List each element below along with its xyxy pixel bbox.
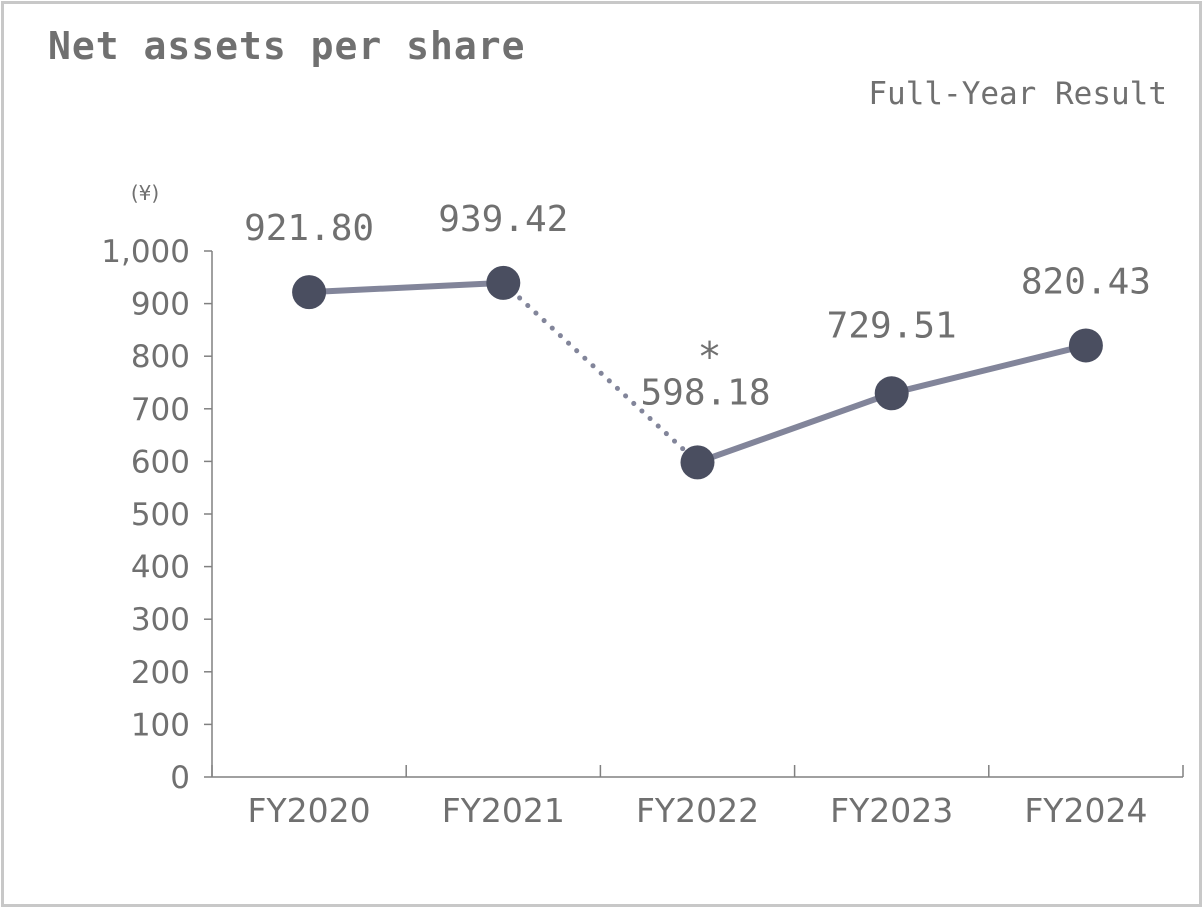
data-point bbox=[486, 265, 521, 300]
data-label: 939.42 bbox=[438, 199, 568, 240]
data-label: 598.18 bbox=[640, 372, 770, 413]
y-unit-label: (¥) bbox=[131, 181, 159, 205]
data-label: 820.43 bbox=[1021, 261, 1151, 302]
data-label: 729.51 bbox=[827, 305, 957, 346]
series-segment bbox=[306, 279, 507, 296]
x-tick-label: FY2020 bbox=[248, 791, 371, 830]
x-tick-label: FY2021 bbox=[442, 791, 565, 830]
chart-subtitle: Full-Year Result bbox=[868, 76, 1167, 112]
y-tick-label: 800 bbox=[131, 339, 190, 375]
data-point bbox=[680, 445, 715, 480]
data-point bbox=[1068, 328, 1103, 363]
y-tick-label: 900 bbox=[131, 287, 190, 323]
y-tick-label: 700 bbox=[131, 392, 190, 428]
series-segment bbox=[694, 390, 895, 466]
x-tick-label: FY2023 bbox=[830, 791, 953, 830]
y-tick-label: 400 bbox=[131, 550, 190, 586]
data-point bbox=[874, 376, 909, 411]
series-segment bbox=[888, 342, 1089, 397]
data-label: 921.80 bbox=[244, 208, 374, 249]
y-tick-label: 300 bbox=[131, 602, 190, 638]
y-tick-label: 100 bbox=[131, 707, 190, 743]
y-tick-label: 200 bbox=[131, 655, 190, 691]
x-tick-label: FY2022 bbox=[636, 791, 759, 830]
y-tick-label: 0 bbox=[170, 760, 190, 796]
y-tick-label: 600 bbox=[131, 444, 190, 480]
chart-title: Net assets per share bbox=[48, 24, 526, 68]
series-segment-dotted bbox=[500, 280, 700, 465]
annotation-asterisk: * bbox=[697, 334, 721, 380]
data-point bbox=[292, 275, 327, 310]
y-tick-label: 1,000 bbox=[101, 234, 190, 270]
y-tick-label: 500 bbox=[131, 497, 190, 533]
x-tick-label: FY2024 bbox=[1024, 791, 1147, 830]
